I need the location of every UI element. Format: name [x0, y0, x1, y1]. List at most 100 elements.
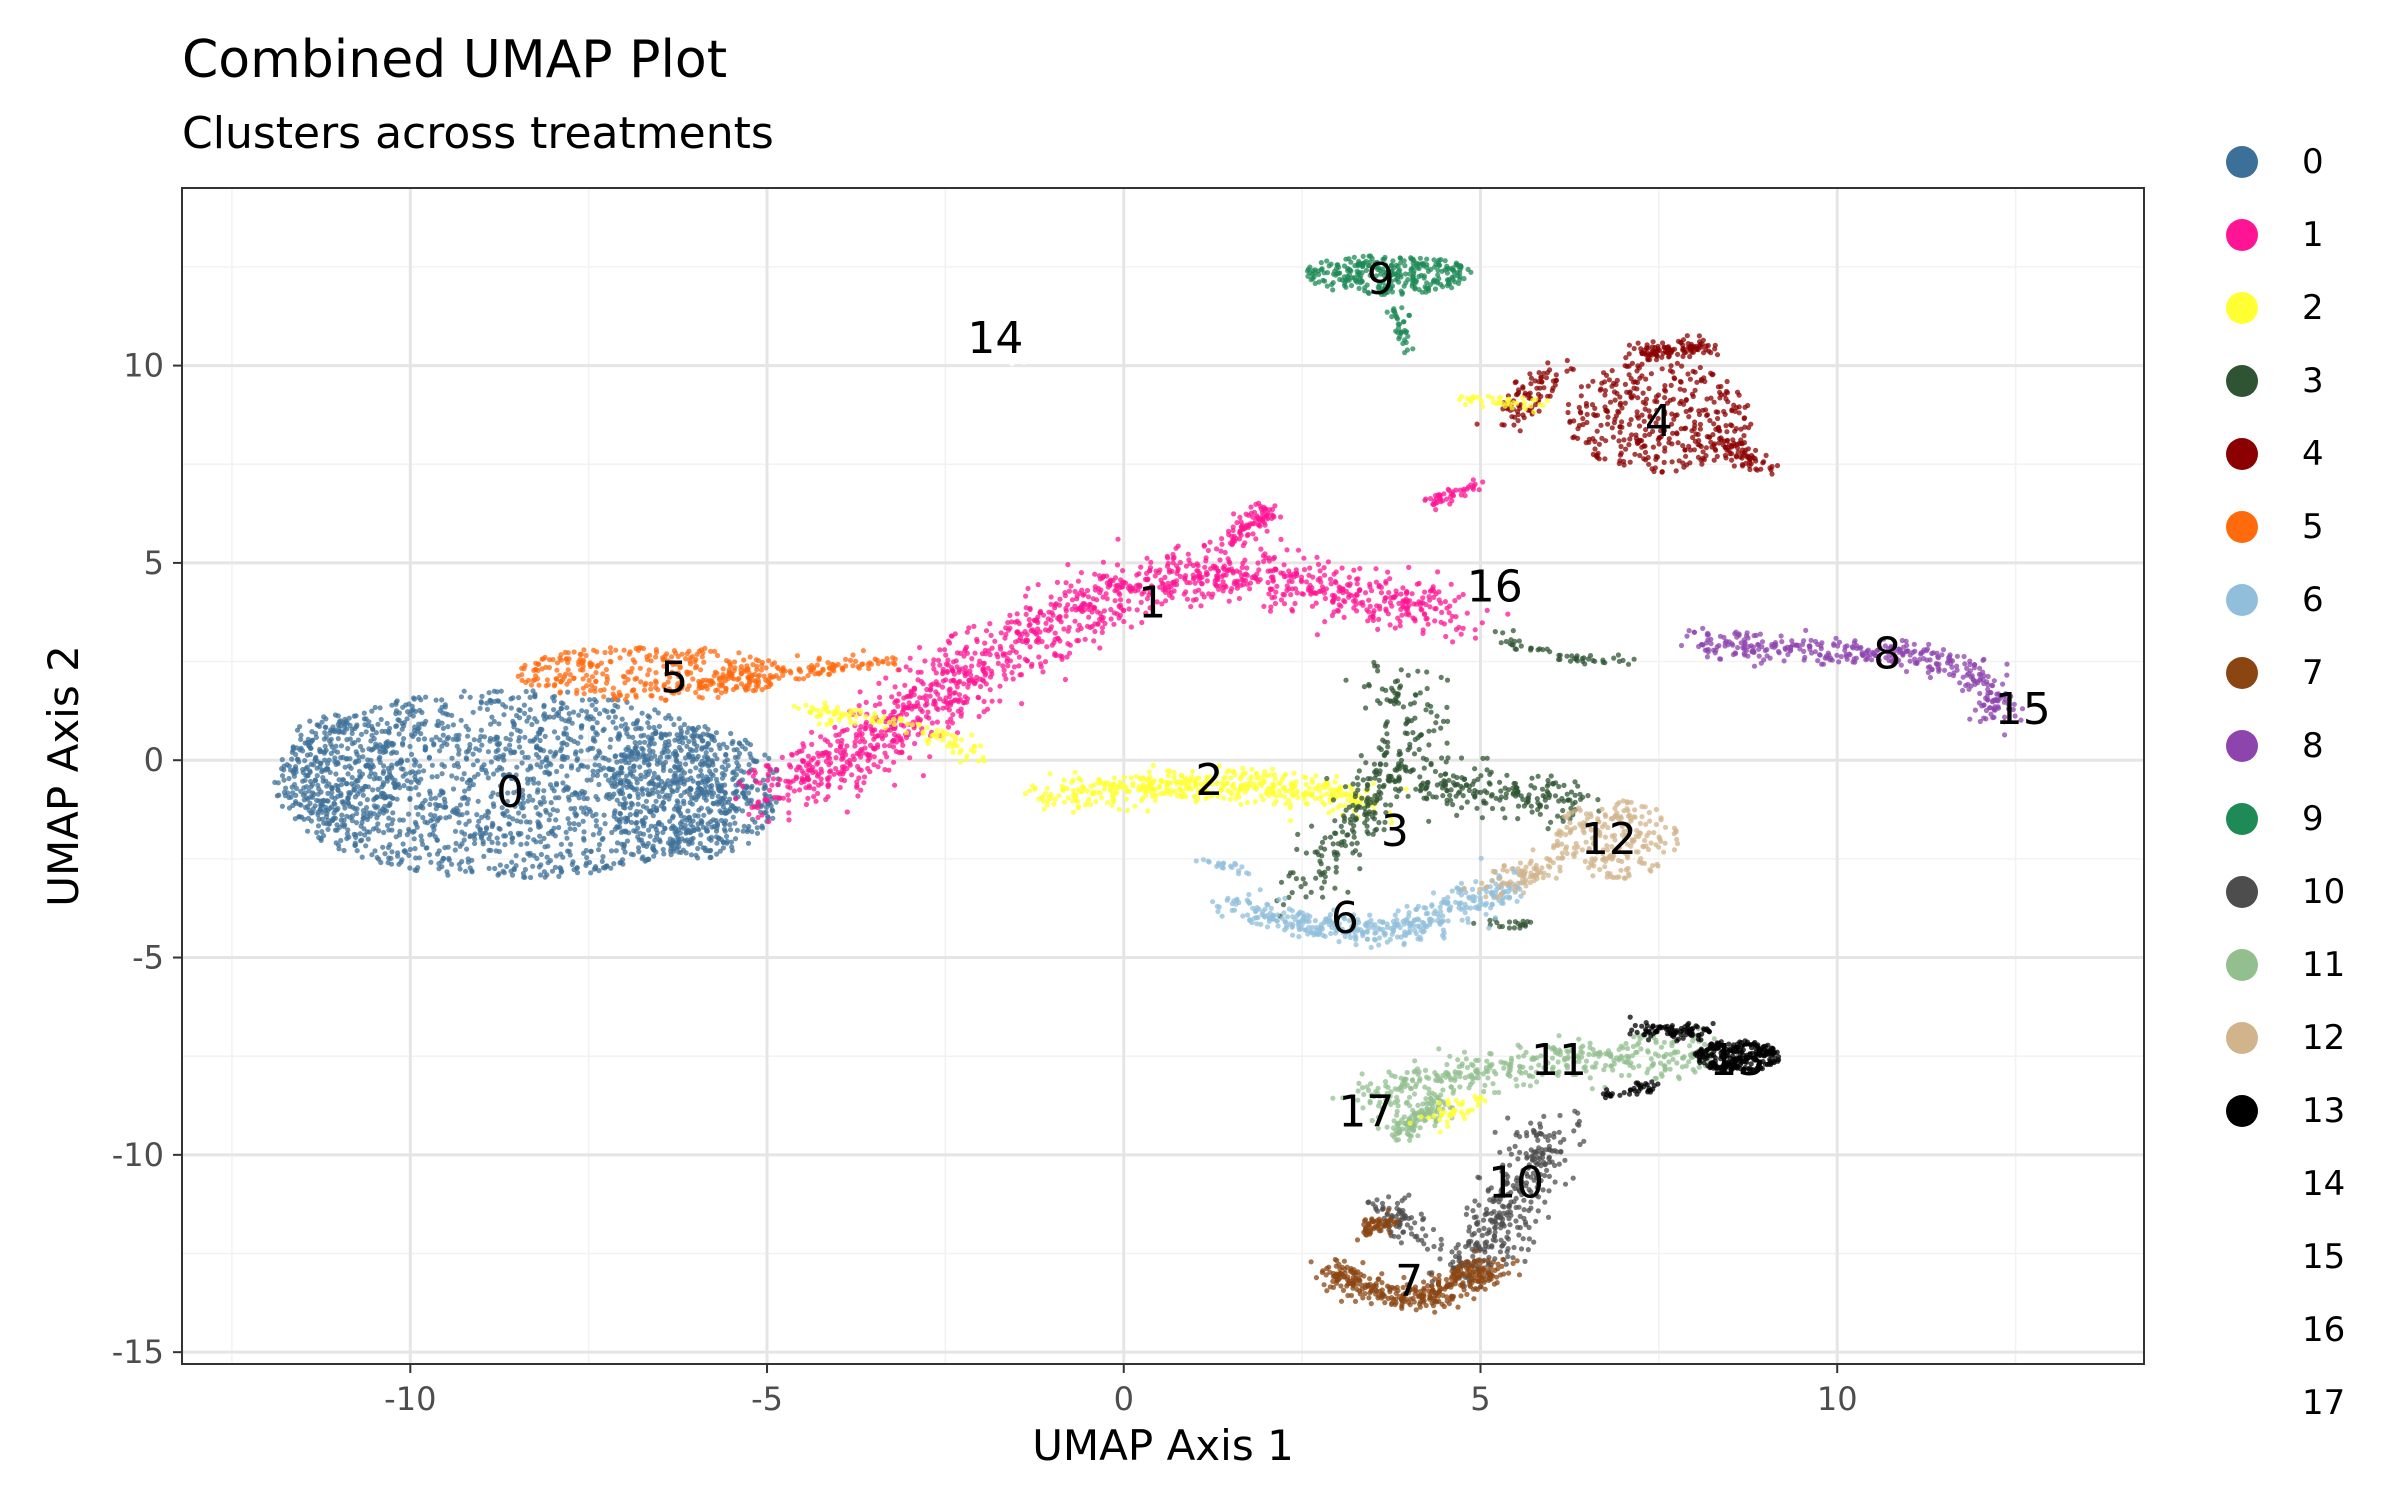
- point: [542, 844, 548, 850]
- point: [932, 698, 938, 704]
- point: [346, 715, 352, 721]
- point: [555, 735, 561, 741]
- point: [786, 797, 792, 803]
- point: [386, 855, 392, 861]
- point: [813, 769, 819, 775]
- point: [835, 705, 841, 711]
- point: [872, 727, 878, 733]
- point: [573, 749, 579, 755]
- point: [452, 847, 458, 853]
- point: [1219, 541, 1225, 547]
- point: [440, 855, 446, 862]
- point: [527, 707, 533, 713]
- point: [717, 745, 723, 752]
- point: [1319, 584, 1326, 590]
- point: [1376, 584, 1382, 590]
- point: [298, 745, 304, 751]
- point: [312, 755, 319, 762]
- point: [623, 746, 629, 753]
- point: [676, 716, 682, 722]
- point: [344, 756, 350, 762]
- point: [557, 689, 564, 695]
- point: [590, 832, 597, 838]
- point: [740, 828, 746, 834]
- point: [365, 836, 371, 842]
- point: [533, 804, 539, 811]
- point: [1175, 566, 1181, 572]
- point: [998, 646, 1004, 652]
- point: [624, 693, 630, 699]
- point: [375, 821, 381, 827]
- point: [1545, 826, 1551, 832]
- point: [317, 746, 323, 753]
- point: [672, 764, 678, 770]
- point: [439, 720, 445, 726]
- point: [485, 775, 491, 781]
- point: [1288, 592, 1294, 598]
- point: [1278, 536, 1284, 543]
- point: [1308, 889, 1314, 895]
- point: [315, 823, 322, 829]
- point: [553, 853, 560, 859]
- point: [462, 794, 468, 800]
- point: [560, 854, 566, 860]
- point: [691, 741, 698, 747]
- point: [659, 735, 665, 741]
- point: [1084, 788, 1090, 794]
- point: [957, 759, 963, 765]
- point: [579, 723, 585, 729]
- point: [1082, 636, 1088, 642]
- point: [546, 664, 553, 671]
- point: [865, 765, 871, 772]
- point: [724, 757, 731, 763]
- point: [392, 784, 398, 791]
- point: [648, 823, 654, 829]
- point: [917, 695, 923, 701]
- point: [1184, 596, 1190, 602]
- point: [853, 731, 859, 738]
- point: [389, 821, 395, 827]
- point: [1448, 581, 1454, 587]
- point: [1370, 781, 1376, 787]
- point: [320, 767, 326, 773]
- point: [516, 695, 522, 701]
- point: [1447, 501, 1453, 507]
- point: [686, 814, 692, 820]
- point: [698, 767, 704, 774]
- point: [1054, 579, 1060, 586]
- point: [777, 777, 783, 783]
- point: [1003, 631, 1009, 638]
- point: [1186, 778, 1193, 784]
- point: [957, 750, 963, 756]
- point: [1391, 594, 1397, 600]
- point: [596, 781, 602, 788]
- point: [1123, 796, 1129, 802]
- point: [1036, 654, 1042, 660]
- point: [897, 715, 904, 721]
- point: [456, 751, 462, 757]
- point: [852, 743, 858, 749]
- point: [623, 828, 629, 834]
- point: [890, 655, 896, 661]
- point: [693, 689, 699, 696]
- point: [1293, 876, 1299, 882]
- point: [1243, 523, 1250, 530]
- point: [439, 743, 445, 749]
- point: [651, 781, 657, 787]
- point: [593, 865, 599, 872]
- point: [336, 846, 342, 852]
- point: [863, 725, 869, 731]
- point: [612, 784, 618, 790]
- point: [510, 718, 516, 725]
- point: [1092, 584, 1098, 590]
- point: [809, 704, 815, 710]
- point: [975, 695, 982, 701]
- point: [618, 789, 624, 795]
- point: [1464, 486, 1470, 492]
- point: [580, 657, 587, 663]
- point: [657, 759, 664, 766]
- point: [1331, 597, 1337, 603]
- point: [666, 712, 672, 719]
- point: [825, 784, 831, 790]
- point: [622, 674, 628, 680]
